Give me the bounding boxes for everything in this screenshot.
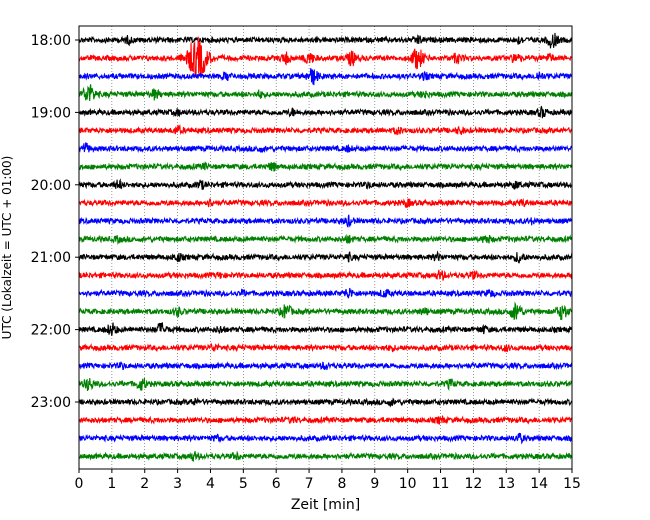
trace-2300 (78, 397, 573, 408)
trace-2245 (78, 378, 573, 392)
trace-1800 (78, 32, 573, 49)
trace-1830 (78, 68, 573, 86)
trace-2045 (78, 233, 573, 246)
x-tick-label: 11 (432, 476, 450, 492)
trace-2330 (78, 432, 573, 445)
y-tick-label: 23:00 (31, 395, 71, 411)
x-tick-label: 5 (239, 476, 248, 492)
x-tick-label: 6 (272, 476, 281, 492)
x-axis-label: Zeit [min] (291, 497, 360, 513)
trace-2115 (78, 269, 573, 281)
x-tick-label: 14 (530, 476, 548, 492)
x-tick-label: 0 (75, 476, 84, 492)
y-tick-label: 20:00 (31, 178, 71, 194)
x-tick-label: 4 (206, 476, 215, 492)
trace-2130 (78, 287, 573, 299)
trace-2200 (78, 322, 573, 336)
plot-frame (78, 25, 573, 470)
y-tick-label: 22:00 (31, 323, 71, 339)
trace-1945 (78, 161, 573, 172)
traces (78, 32, 573, 462)
y-tick-label: 21:00 (31, 250, 71, 266)
x-axis-ticks: 0 1 2 3 4 5 6 7 8 9 10 11 12 13 14 15 (75, 469, 581, 492)
trace-2100 (78, 250, 573, 264)
trace-2215 (78, 342, 573, 353)
x-tick-label: 2 (140, 476, 149, 492)
x-tick-label: 13 (497, 476, 515, 492)
x-tick-label: 12 (464, 476, 482, 492)
trace-1915 (78, 124, 573, 136)
x-tick-label: 15 (563, 476, 581, 492)
x-tick-label: 9 (370, 476, 379, 492)
trace-1815 (78, 36, 573, 78)
x-grid (111, 26, 540, 469)
y-tick-label: 18:00 (31, 33, 71, 49)
y-axis-ticks: 18:00 19:00 20:00 21:00 22:00 23:00 (31, 33, 79, 411)
trace-2230 (78, 360, 573, 371)
x-tick-label: 3 (173, 476, 182, 492)
trace-1900 (78, 105, 573, 119)
x-tick-label: 8 (337, 476, 346, 492)
trace-2000 (78, 178, 573, 190)
trace-2145 (78, 301, 573, 321)
x-tick-label: 10 (399, 476, 417, 492)
y-axis-label: UTC (Lokalzeit = UTC + 01:00) (0, 156, 14, 340)
trace-1845 (78, 84, 573, 102)
trace-2030 (78, 214, 573, 228)
y-tick-label: 19:00 (31, 105, 71, 121)
trace-2315 (78, 415, 573, 425)
trace-1930 (78, 142, 573, 154)
trace-2015 (78, 197, 573, 209)
x-tick-label: 1 (107, 476, 116, 492)
x-tick-label: 7 (305, 476, 314, 492)
trace-2345 (78, 450, 573, 462)
